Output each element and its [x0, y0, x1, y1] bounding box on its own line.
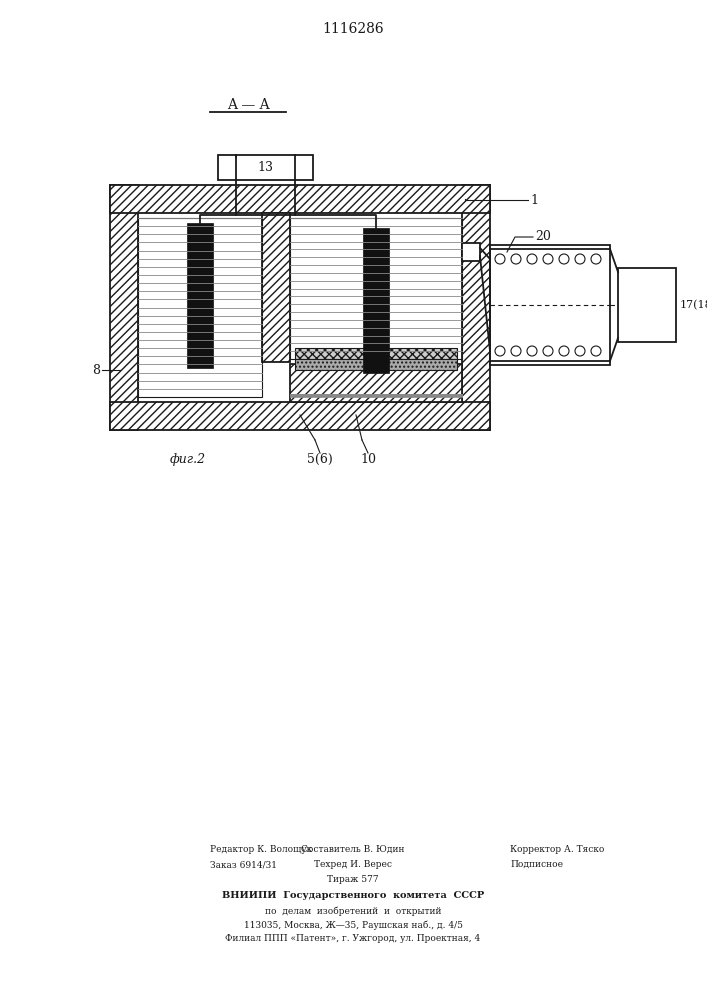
- Circle shape: [527, 254, 537, 264]
- Text: фиг.2: фиг.2: [170, 453, 206, 466]
- Text: Корректор А. Тяско: Корректор А. Тяско: [510, 845, 604, 854]
- Bar: [363, 228, 389, 373]
- Bar: [218, 155, 313, 180]
- Text: Заказ 6914/31: Заказ 6914/31: [210, 860, 277, 869]
- Bar: [295, 359, 457, 370]
- Text: 113035, Москва, Ж—35, Раушская наб., д. 4/5: 113035, Москва, Ж—35, Раушская наб., д. …: [243, 920, 462, 930]
- Circle shape: [559, 346, 569, 356]
- Circle shape: [527, 346, 537, 356]
- Text: Техред И. Верес: Техред И. Верес: [314, 860, 392, 869]
- Bar: [110, 185, 490, 213]
- Text: ВНИИПИ  Государственного  комитета  СССР: ВНИИПИ Государственного комитета СССР: [222, 891, 484, 900]
- Text: по  делам  изобретений  и  открытий: по делам изобретений и открытий: [264, 906, 441, 916]
- Text: Составитель В. Юдин: Составитель В. Юдин: [301, 845, 404, 854]
- Text: Редактор К. Волощук: Редактор К. Волощук: [210, 845, 312, 854]
- Text: 1: 1: [530, 194, 538, 207]
- Bar: [462, 185, 490, 430]
- Circle shape: [575, 346, 585, 356]
- Circle shape: [591, 346, 601, 356]
- Text: A — A: A — A: [227, 98, 269, 112]
- Bar: [262, 213, 290, 362]
- Bar: [290, 364, 462, 402]
- Text: 5(6): 5(6): [307, 453, 333, 466]
- Circle shape: [543, 254, 553, 264]
- Text: 1116286: 1116286: [322, 22, 384, 36]
- Circle shape: [559, 254, 569, 264]
- Text: 17(18): 17(18): [680, 300, 707, 310]
- Bar: [110, 185, 138, 430]
- Bar: [490, 245, 610, 365]
- Text: 13: 13: [257, 161, 274, 174]
- Circle shape: [511, 254, 521, 264]
- Bar: [187, 223, 213, 368]
- Circle shape: [511, 346, 521, 356]
- Circle shape: [543, 346, 553, 356]
- Bar: [138, 218, 262, 397]
- Text: 8: 8: [92, 363, 100, 376]
- Circle shape: [495, 346, 505, 356]
- Text: Тираж 577: Тираж 577: [327, 875, 379, 884]
- Text: Подписное: Подписное: [510, 860, 563, 869]
- Circle shape: [575, 254, 585, 264]
- Bar: [462, 243, 480, 261]
- Text: Филиал ППП «Патент», г. Ужгород, ул. Проектная, 4: Филиал ППП «Патент», г. Ужгород, ул. Про…: [226, 934, 481, 943]
- Bar: [110, 402, 490, 430]
- Text: 20: 20: [535, 231, 551, 243]
- Text: 10: 10: [360, 453, 376, 466]
- Circle shape: [591, 254, 601, 264]
- Bar: [618, 268, 676, 342]
- Circle shape: [495, 254, 505, 264]
- Bar: [290, 218, 462, 359]
- Bar: [295, 348, 457, 359]
